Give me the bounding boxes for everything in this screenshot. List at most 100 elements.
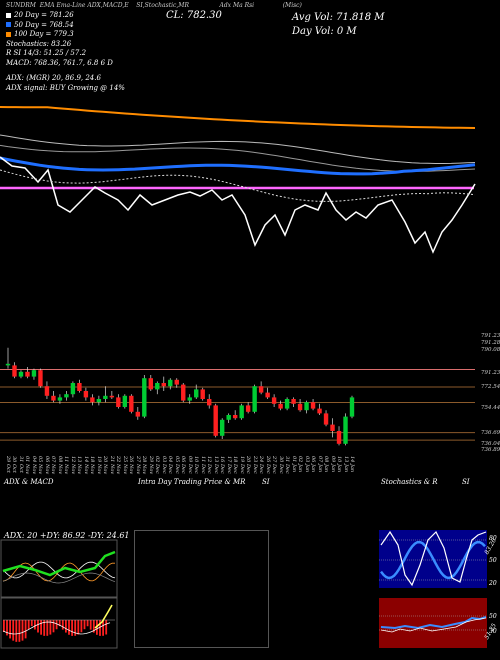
stochastic-line	[0, 156, 476, 254]
intraday-si-label: SI	[262, 478, 270, 486]
date-tick-label: 08 Jan	[323, 456, 330, 473]
date-tick-label: 13 Nov	[76, 456, 83, 475]
candle-body	[336, 431, 342, 444]
candle-body	[181, 384, 186, 401]
macd-histogram-bar	[27, 620, 30, 630]
candle-body	[148, 378, 153, 390]
candle-body	[271, 397, 277, 404]
moving-average-layer	[0, 106, 476, 254]
macd-histogram-bar	[43, 620, 46, 636]
price-axis-label: 791.23	[481, 333, 500, 339]
ma100-line	[0, 106, 476, 129]
date-tick-label: 02 Jan	[297, 456, 304, 473]
candle-body	[278, 403, 283, 409]
macd-histogram-bar	[55, 620, 58, 630]
macd-histogram-bar	[21, 620, 24, 641]
header-line1: SUNDRM EMA Ema-Line ADX,MACD,E SI,Stocha…	[6, 2, 302, 9]
candle-body	[174, 379, 179, 385]
date-tick-label: 09 Jan	[329, 456, 336, 473]
date-tick-label: 03 Jan	[303, 456, 310, 473]
candle-body	[284, 399, 290, 409]
adx-signal-label: ADX signal: BUY Growing @ 14%	[6, 83, 125, 92]
macd-line	[2, 621, 111, 635]
stochastics-label: Stochastics: 83.26	[6, 39, 72, 48]
ma50-line	[0, 156, 476, 176]
date-tick-label: 26 Nov	[128, 456, 135, 475]
price-axis-label: 790.08	[481, 347, 500, 353]
price-axis-label: 754.44	[481, 404, 500, 411]
macd-histogram-bar	[9, 620, 11, 639]
date-tick-label: 30 Dec	[277, 456, 284, 474]
date-tick-label: 16 Dec	[219, 456, 226, 474]
day-volume: Day Vol: 0 M	[292, 26, 357, 37]
date-tick-label: 11 Dec	[199, 456, 206, 474]
adx-ma-line	[2, 572, 116, 584]
date-tick-label: 01 Nov	[24, 456, 31, 475]
candlestick-layer	[0, 347, 475, 446]
price-axis-label: 791.23	[481, 369, 500, 376]
macd-histogram-bar	[24, 620, 27, 639]
date-tick-label: 19 Dec	[238, 456, 245, 474]
date-tick-label: 12 Dec	[206, 456, 213, 474]
date-tick-label: 06 Dec	[180, 456, 187, 474]
date-tick-label: 24 Dec	[258, 456, 265, 474]
macd-histogram-bar	[99, 620, 101, 636]
rsi-signal-line	[380, 617, 487, 633]
candle-body	[12, 365, 17, 377]
date-tick-label: 01 Jan	[290, 456, 297, 473]
indicator-legend: 20 Day = 781.26 50 Day = 768.54 100 Day …	[6, 11, 125, 93]
candle-body	[252, 386, 257, 412]
date-tick-label: 26 Dec	[264, 456, 271, 474]
ma100-label: 100 Day = 779.3	[6, 30, 125, 40]
date-tick-label: 20 Dec	[245, 456, 252, 474]
candle-body	[83, 391, 89, 398]
date-tick-label: 04 Dec	[167, 456, 174, 474]
macd-histogram-bar	[6, 620, 8, 636]
date-tick-label: 18 Dec	[232, 456, 239, 474]
date-tick-label: 12 Nov	[69, 456, 76, 475]
candle-body	[38, 370, 43, 387]
date-tick-label: 02 Dec	[154, 456, 161, 474]
candle-body	[70, 383, 76, 395]
candle-body	[109, 395, 115, 398]
candle-body	[161, 383, 166, 387]
candle-body	[90, 397, 95, 403]
date-tick-label: 09 Dec	[186, 456, 193, 474]
date-tick-label: 22 Nov	[115, 456, 122, 475]
price-axis-label: 736.04	[481, 441, 500, 448]
macd-histogram-bar	[52, 620, 55, 633]
date-tick-label: 06 Jan	[310, 456, 317, 473]
candle-body	[168, 379, 173, 387]
candle-body	[239, 405, 244, 419]
macd-label: MACD: 768.36, 761.7, 6.8 6 D	[6, 58, 113, 67]
date-tick-label: 11 Nov	[63, 456, 70, 475]
candle-body	[64, 394, 69, 398]
stoch-axis-80: 80	[489, 535, 497, 542]
macd-histogram-bar	[92, 620, 95, 633]
date-tick-label: 27 Dec	[271, 456, 278, 474]
macd-histogram-bar	[34, 620, 36, 630]
macd-histogram-bar	[12, 620, 15, 641]
stoch-si-label: SI	[462, 478, 470, 486]
candle-body	[96, 399, 102, 403]
close-price: CL: 782.30	[166, 10, 222, 21]
date-tick-label: 28 Nov	[141, 456, 148, 475]
macd-histogram-bar	[30, 620, 33, 627]
date-tick-label: 17 Dec	[225, 456, 232, 474]
candle-body	[31, 370, 37, 377]
candle-body	[18, 371, 24, 377]
candle-body	[343, 416, 348, 444]
rsi-panel-bg	[379, 598, 487, 648]
indicator-panels-layer	[0, 530, 487, 649]
candle-body	[142, 378, 147, 417]
macd-histogram-bar	[61, 620, 64, 630]
candle-body	[258, 386, 264, 393]
macd-histogram-bar	[40, 620, 42, 635]
ma20-swatch	[6, 12, 11, 18]
candle-body	[349, 397, 355, 417]
date-tick-label: 21 Nov	[108, 456, 115, 475]
stoch-panel-title: Stochastics & R	[381, 478, 438, 486]
date-tick-label: 31 Dec	[284, 456, 291, 474]
price-axis-label: 791.28	[481, 340, 500, 346]
